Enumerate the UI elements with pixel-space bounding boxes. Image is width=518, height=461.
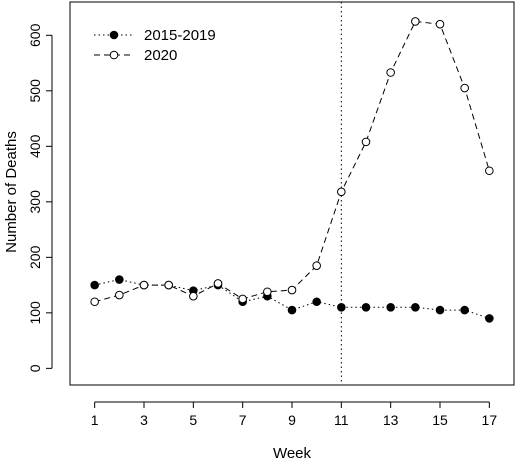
y-tick-label: 100 [27,301,43,325]
series-2020-point [263,287,272,297]
series-2020-point [460,83,469,93]
series-2015-2019-point [287,305,297,315]
series-2020-point [213,279,223,288]
series-2020-point [435,19,445,29]
x-tick-label: 15 [432,412,448,428]
x-tick-label: 5 [189,412,197,428]
plot-frame [69,1,515,386]
series-2020-point [189,291,198,301]
x-tick-label: 3 [140,412,148,428]
x-tick-label: 1 [91,412,99,428]
series-2020-point [139,280,149,290]
y-tick-label: 400 [27,134,43,158]
series-2015-2019-point [115,275,124,284]
x-tick-label: 9 [288,412,296,428]
series-layer [90,17,494,323]
series-2015-2019-line [94,279,490,319]
y-tick-label: 200 [27,245,43,269]
legend-label: 2015-2019 [144,27,216,44]
y-axis-label: Number of Deaths [3,131,20,253]
series-2020-point [411,17,420,26]
series-2020-point [164,280,173,290]
series-2020-point [386,68,395,77]
legend: 2015-2019 2020 [94,27,216,64]
series-2020-point [287,285,297,295]
series-2015-2019-point [411,302,420,312]
x-tick-label: 17 [482,412,498,428]
series-2015-2019-point [435,305,445,315]
series-2015-2019-point [386,302,395,312]
series-2020-point [337,187,346,197]
series-2020-point [361,137,371,147]
y-tick-label: 0 [27,364,43,372]
series-2015-2019-point [337,302,346,312]
series-2020-point [485,166,494,176]
y-tick-label: 600 [27,23,43,47]
series-2020-point [238,294,247,304]
series-2015-2019-point [485,314,494,323]
x-tick-label: 11 [334,412,349,428]
series-2015-2019-point [90,280,99,290]
legend-label: 2020 [144,47,177,64]
y-tick-label: 300 [27,190,43,214]
series-2020-point [312,261,321,270]
x-axis-label: Week [273,445,312,461]
series-2015-2019-point [361,302,371,312]
series-2020-point [90,297,99,307]
x-tick-label: 7 [239,412,247,428]
legend-marker [109,30,119,40]
x-tick-label: 13 [383,412,399,428]
legend-marker [109,50,119,60]
series-2015-2019-point [312,297,321,307]
y-tick-label: 500 [27,79,43,103]
series-2020-point [115,290,124,300]
series-2015-2019-point [460,305,469,315]
